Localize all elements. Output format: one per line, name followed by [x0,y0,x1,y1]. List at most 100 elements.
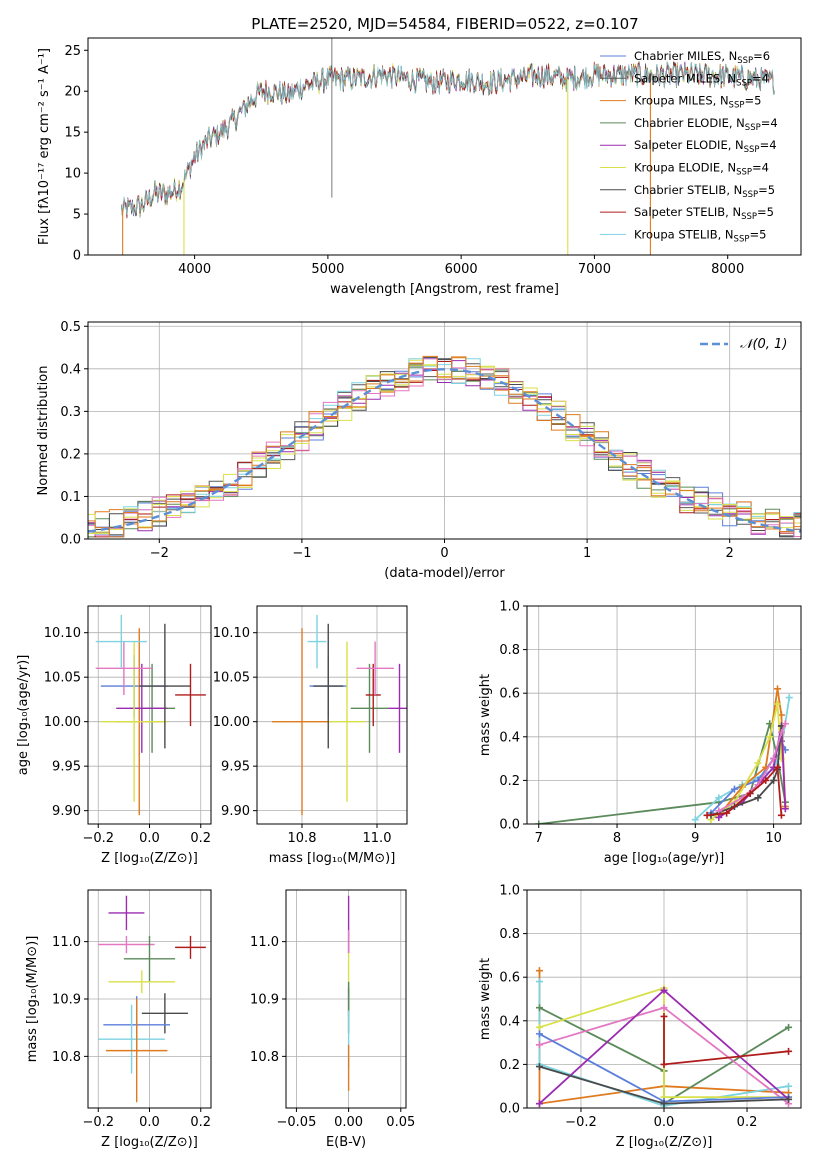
x-tick-label: 0 [440,546,448,561]
legend: Chabrier MILES, NSSP=6 Salpeter MILES, NS… [600,49,778,244]
weight-marker [535,1100,543,1108]
y-tick-label: 0.4 [499,1014,520,1029]
x-tick-label: 11.0 [363,831,392,846]
weight-marker [785,1047,793,1055]
x-tick-label: −0.2 [565,1115,597,1130]
legend-label: Kroupa MILES, NSSP=5 [634,94,761,111]
x-tick-label: 7000 [578,262,611,277]
data-point-8 [105,999,168,1103]
x-axis-label: E(B-V) [326,1135,366,1150]
weight-marker [774,685,782,693]
y-tick-label: 0.6 [499,687,520,702]
weight-marker [754,794,762,802]
y-tick-label: 0.2 [499,1058,520,1073]
weight-series-8 [663,1016,789,1066]
x-tick-label: 0.2 [190,1115,211,1130]
y-axis-label: age [log₁₀(age/yr)] [16,655,31,776]
weight-marker [781,720,789,728]
y-tick-label: 9.90 [221,804,250,819]
y-axis-label: Normed distribution [36,366,51,496]
chart-layer: Chabrier MILES, NSSP=6 Salpeter MILES, NS… [16,37,802,1150]
x-tick-label: 0.2 [190,831,211,846]
x-tick-label: 7 [535,831,543,846]
weight-marker [762,776,770,784]
x-tick-label: 10 [765,831,782,846]
y-tick-label: 10.00 [213,715,250,730]
y-tick-label: 1.0 [499,600,520,615]
panel-spectrum: Chabrier MILES, NSSP=6 Salpeter MILES, NS… [37,37,802,297]
weight-marker [723,809,731,817]
data-point-2 [350,663,389,753]
y-tick-label: 0.0 [499,1102,520,1117]
x-tick-label: −1 [292,546,311,561]
panel-mass-vs-EBV: −0.05 0.00 0.05 10.8 10.9 11.0 E(B-V) [250,889,415,1150]
figure-title: PLATE=2520, MJD=54584, FIBERID=0522, z=0… [251,15,638,33]
y-tick-label: 9.95 [52,760,81,775]
y-tick-label: 10.05 [44,671,81,686]
x-tick-label: 4000 [178,262,211,277]
weight-marker [535,967,543,975]
weight-marker [777,811,785,819]
legend-label: Chabrier ELODIE, NSSP=4 [634,116,778,133]
x-tick-label: −0.05 [277,1115,317,1130]
axes-frame [256,605,408,825]
data-point-3 [116,663,168,753]
data-point-5 [313,623,344,749]
x-tick-label: 0.0 [654,1115,675,1130]
y-tick-label: 0.2 [499,774,520,789]
weight-marker [770,776,778,784]
legend-label: 𝒩(0, 1) [740,337,787,352]
axes-frame [526,605,802,825]
plot-area [95,614,206,816]
x-tick-label: 0.0 [139,1115,160,1130]
x-tick-label: 8 [613,831,621,846]
plot-area [88,355,801,538]
normal-curve [88,368,801,533]
legend-label: Salpeter STELIB, NSSP=5 [634,205,774,222]
panel-age-vs-Z: −0.2 0.0 0.2 9.90 9.95 10.00 10.05 10.10 Z [log₁… [16,605,212,866]
x-tick-label: −2 [150,546,169,561]
axes-frame [87,37,802,256]
weight-marker [535,820,543,824]
y-tick-label: 10.9 [52,993,81,1008]
y-tick-label: 0.8 [499,927,520,942]
y-tick-label: 9.95 [221,760,250,775]
y-tick-label: 20 [64,85,81,100]
weight-marker [660,986,668,994]
plot-area [272,614,407,816]
x-axis-label: mass [log₁₀(M/M⊙)] [269,851,396,866]
weight-marker [730,785,738,793]
x-tick-label: 0.05 [386,1115,415,1130]
histogram-series-9 [88,358,801,537]
y-tick-label: 0.0 [60,533,81,548]
x-axis-label: Z [log₁₀(Z/Z⊙)] [101,851,198,866]
y-tick-label: 0.0 [499,818,520,833]
histogram-series-8 [88,358,801,538]
y-tick-label: 0.8 [499,643,520,658]
weight-series-6 [710,725,783,817]
y-tick-label: 0.2 [60,447,81,462]
weight-marker [660,1012,668,1020]
y-tick-label: 10.05 [213,671,250,686]
weight-marker [660,1004,668,1012]
panel-age-vs-mass: 10.8 11.0 9.90 9.95 10.00 10.05 10.10 mass [log… [213,605,408,866]
spectrum-series-8 [120,62,775,215]
y-axis-label: mass weight [478,958,493,1040]
weight-marker [715,794,723,802]
y-tick-label: 10.8 [250,1050,279,1065]
y-tick-label: 10 [64,167,81,182]
data-point-4 [108,970,176,994]
legend-label: Salpeter MILES, NSSP=4 [634,71,769,88]
y-tick-label: 0.6 [499,971,520,986]
x-axis-label: Z [log₁₀(Z/Z⊙)] [616,1135,713,1150]
weight-marker [535,1023,543,1031]
x-tick-label: 8000 [711,262,744,277]
y-tick-label: 10.10 [44,626,81,641]
weight-marker [535,1063,543,1071]
weight-marker [535,1041,543,1049]
x-tick-label: −0.2 [82,1115,114,1130]
y-axis-label: mass [log₁₀(M/M⊙)] [25,936,40,1063]
y-tick-label: 10.10 [213,626,250,641]
x-tick-label: 5000 [311,262,344,277]
